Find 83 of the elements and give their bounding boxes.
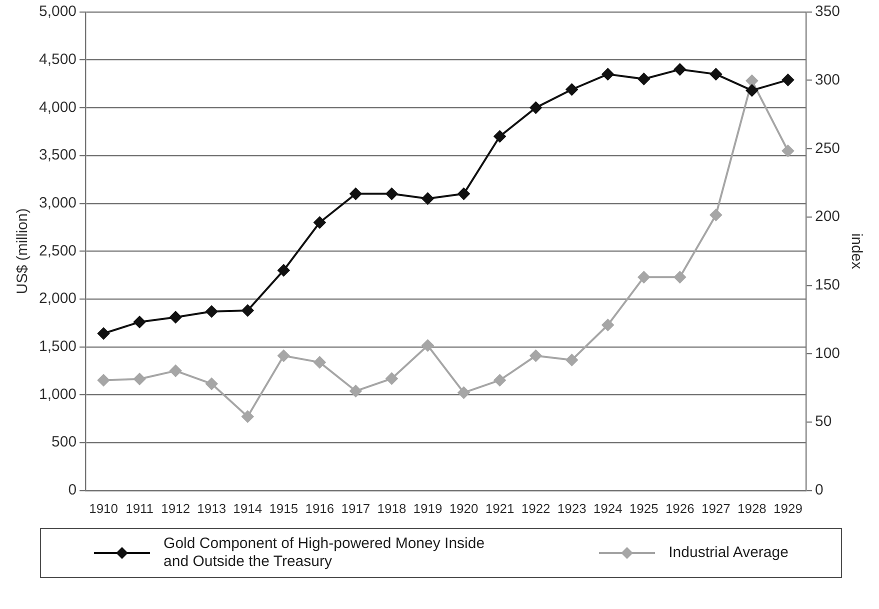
y-tick-label: 0: [68, 482, 77, 499]
y-tick-label: 4,500: [38, 50, 77, 68]
point: [242, 410, 254, 423]
point: [746, 84, 758, 96]
point: [782, 74, 794, 86]
point: [638, 271, 650, 284]
x-tick-label: 1916: [305, 500, 334, 516]
point: [206, 378, 218, 390]
point: [530, 102, 542, 114]
x-tick-label: 1911: [126, 500, 154, 516]
point: [242, 304, 254, 317]
point: [710, 68, 722, 80]
point: [602, 68, 614, 80]
point: [134, 316, 146, 328]
x-tick-label: 1912: [161, 500, 190, 516]
point: [350, 188, 362, 200]
y2-tick-label: 350: [814, 3, 840, 20]
y-tick-label: 2,500: [38, 242, 77, 260]
point: [134, 373, 146, 385]
point: [422, 340, 434, 352]
y2-tick-label: 200: [814, 208, 840, 226]
x-tick-label: 1928: [737, 500, 766, 516]
x-tick-label: 1920: [449, 500, 478, 516]
y-tick-label: 1,000: [38, 386, 77, 403]
x-tick-label: 1925: [629, 500, 658, 516]
point: [314, 216, 326, 228]
point: [278, 350, 290, 362]
point: [458, 386, 470, 399]
x-tick-label: 1926: [665, 500, 694, 516]
y2-tick-label: 250: [814, 140, 840, 157]
x-tick-label: 1913: [197, 500, 226, 516]
legend-label: Industrial Average: [668, 544, 788, 562]
y2-tick-label: 0: [814, 482, 824, 499]
point: [710, 208, 722, 221]
point: [170, 364, 182, 377]
point: [566, 354, 578, 366]
x-tick-label: 1915: [269, 500, 298, 516]
y-tick-label: 3,000: [38, 194, 77, 212]
point: [170, 311, 182, 324]
x-tick-label: 1924: [593, 500, 622, 516]
y-axis-title: US$ (million): [14, 208, 32, 294]
point: [638, 72, 650, 85]
x-tick-label: 1927: [701, 500, 730, 516]
point: [422, 192, 434, 205]
point: [386, 188, 398, 200]
y2-tick-label: 50: [814, 413, 832, 430]
point: [566, 84, 578, 96]
y-tick-label: 1,500: [38, 338, 77, 356]
y-tick-label: 500: [52, 434, 77, 451]
x-tick-label: 1921: [485, 500, 514, 516]
point: [746, 74, 758, 87]
y-tick-label: 3,500: [38, 146, 77, 164]
y-tick-label: 4,000: [38, 98, 77, 116]
x-tick-label: 1918: [377, 500, 406, 516]
point: [674, 271, 686, 284]
point: [602, 319, 614, 332]
legend-label: Gold Component of High-powered Money Inside and Outside the Treasury: [164, 535, 486, 571]
point: [386, 372, 398, 385]
point: [206, 305, 218, 318]
y2-tick-label: 100: [814, 344, 840, 362]
point: [350, 385, 362, 398]
point: [98, 327, 110, 340]
y2-tick-label: 300: [814, 71, 840, 88]
x-tick-label: 1919: [413, 500, 442, 516]
y2-axis-title: index: [848, 233, 865, 270]
x-tick-label: 1923: [557, 500, 586, 516]
point: [782, 144, 794, 157]
point: [314, 356, 326, 368]
point: [458, 188, 470, 200]
x-tick-label: 1910: [89, 500, 118, 516]
point: [674, 63, 686, 76]
x-tick-label: 1929: [774, 500, 802, 516]
y-tick-label: 5,000: [38, 3, 77, 20]
x-tick-label: 1922: [521, 500, 550, 516]
point: [278, 264, 290, 276]
point: [98, 374, 110, 386]
point: [494, 374, 506, 386]
point: [494, 130, 506, 142]
point: [530, 350, 542, 362]
y2-tick-label: 150: [814, 276, 840, 294]
x-tick-label: 1914: [233, 500, 262, 516]
x-tick-label: 1917: [341, 500, 370, 516]
y-tick-label: 2,000: [38, 290, 77, 308]
